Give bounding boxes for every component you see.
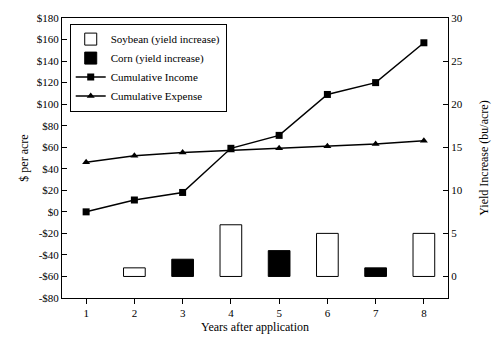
svg-text:6: 6 [325, 307, 331, 319]
svg-text:-$40: -$40 [39, 249, 60, 261]
svg-text:2: 2 [132, 307, 138, 319]
svg-text:$140: $140 [37, 55, 60, 67]
svg-text:0: 0 [451, 270, 457, 282]
svg-text:7: 7 [373, 307, 379, 319]
svg-text:$100: $100 [37, 98, 60, 110]
svg-text:Cumulative Expense: Cumulative Expense [111, 90, 202, 102]
svg-text:25: 25 [451, 55, 463, 67]
svg-text:$180: $180 [37, 12, 60, 24]
svg-text:$20: $20 [42, 184, 59, 196]
svg-text:5: 5 [276, 307, 282, 319]
svg-text:20: 20 [451, 98, 463, 110]
svg-text:$ per acre: $ per acre [17, 134, 31, 181]
svg-text:$60: $60 [42, 141, 59, 153]
svg-text:Corn (yield increase): Corn (yield increase) [111, 52, 204, 65]
svg-text:Soybean (yield increase): Soybean (yield increase) [111, 33, 220, 46]
svg-text:30: 30 [451, 12, 463, 24]
svg-text:4: 4 [228, 307, 234, 319]
svg-text:Years after application: Years after application [201, 320, 309, 334]
svg-text:$120: $120 [37, 76, 60, 88]
svg-text:5: 5 [451, 227, 457, 239]
svg-text:Yield Increase (bu/acre): Yield Increase (bu/acre) [477, 100, 491, 215]
svg-text:10: 10 [451, 184, 463, 196]
svg-text:Cumulative Income: Cumulative Income [111, 71, 198, 83]
svg-text:$40: $40 [42, 163, 59, 175]
svg-text:-$60: -$60 [39, 270, 60, 282]
svg-text:15: 15 [451, 141, 463, 153]
svg-text:3: 3 [180, 307, 186, 319]
svg-text:$80: $80 [42, 120, 59, 132]
svg-text:1: 1 [83, 307, 89, 319]
svg-text:8: 8 [421, 307, 427, 319]
svg-text:$160: $160 [37, 33, 60, 45]
svg-text:-$80: -$80 [39, 292, 60, 304]
svg-text:-$20: -$20 [39, 227, 60, 239]
svg-text:$0: $0 [48, 206, 60, 218]
